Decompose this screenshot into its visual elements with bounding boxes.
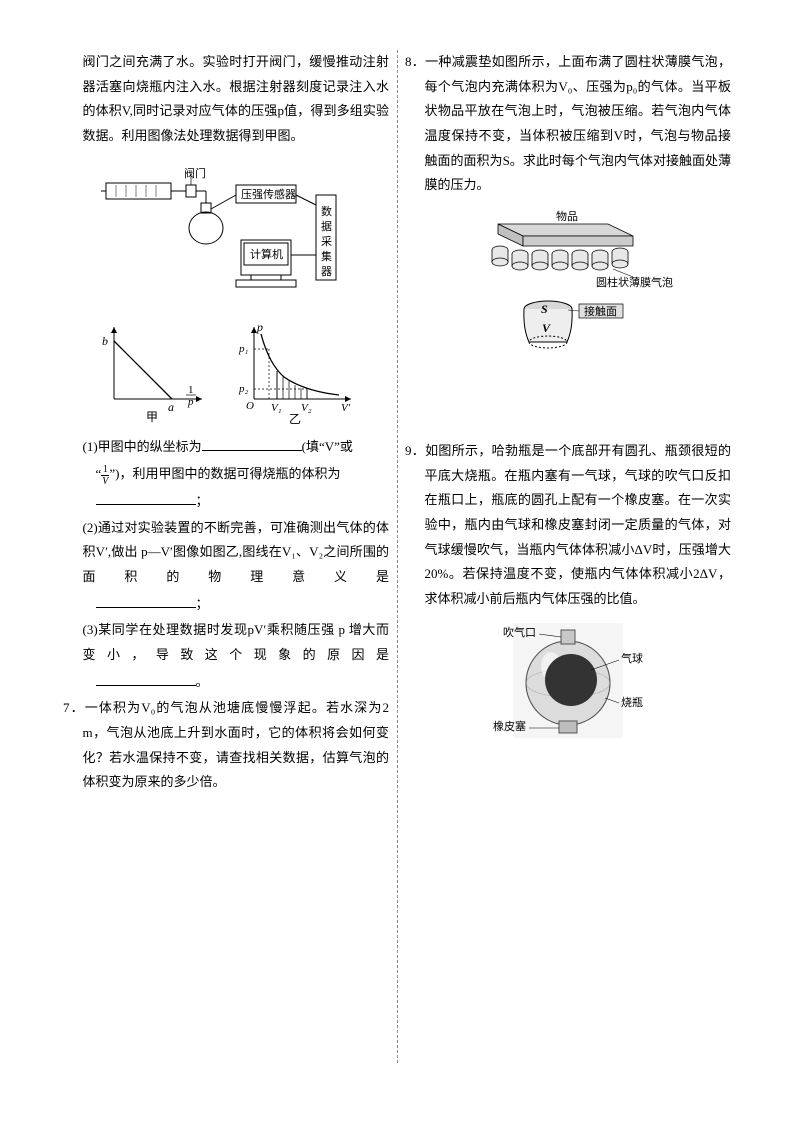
q6-p1-b: (填“V”或	[302, 439, 353, 454]
svg-text:p₂: p₂	[238, 383, 249, 395]
collector-label-2: 据	[321, 219, 332, 233]
q6-p2-b: ；	[196, 596, 209, 611]
right-column: 8．一种减震垫如图所示，上面布满了圆柱状薄膜气泡，每个气泡内充满体积为V₀、压强…	[397, 50, 739, 1073]
q6-part1-cont: “1V”)，利用甲图中的数据可得烧瓶的体积为	[63, 462, 389, 487]
q6-p3-b: 。	[196, 674, 209, 689]
svg-text:圆柱状薄膜气泡: 圆柱状薄膜气泡	[596, 275, 673, 289]
blank	[96, 491, 196, 505]
svg-text:p₁: p₁	[238, 343, 249, 355]
collector-label-1: 数	[321, 205, 332, 218]
svg-text:V′: V′	[341, 402, 351, 414]
q6-part2: (2)通过对实验装置的不断完善，可准确测出气体的体积V′,做出 p—V′图像如图…	[63, 516, 389, 590]
q7-text: 7．一体积为V₀的气泡从池塘底慢慢浮起。若水深为2 m，气泡从池底上升到水面时，…	[63, 696, 389, 795]
left-column: 阀门之间充满了水。实验时打开阀门，缓慢推动注射器活塞向烧瓶内注入水。根据注射器刻…	[55, 50, 397, 1073]
q6-p3-a: (3)某同学在处理数据时发现pV′乘积随压强 p 增大而变小，导致这个现象的原因…	[83, 622, 390, 662]
sensor-label: 压强传感器	[241, 188, 296, 201]
svg-text:p: p	[187, 396, 194, 408]
q9-text: 9．如图所示，哈勃瓶是一个底部开有圆孔、瓶颈很短的平底大烧瓶。在瓶内塞有一气球，…	[405, 439, 731, 612]
blank	[96, 671, 196, 685]
svg-text:b: b	[102, 334, 108, 348]
q6-part1-blank: ；	[63, 489, 389, 514]
column-divider	[397, 50, 398, 1063]
svg-text:物品: 物品	[556, 209, 578, 223]
valve-label: 阀门	[184, 166, 206, 180]
svg-text:接触面: 接触面	[584, 304, 617, 318]
q6-p1-a: (1)甲图中的纵坐标为	[83, 439, 202, 454]
svg-text:橡皮塞: 橡皮塞	[493, 719, 526, 733]
q9-figure: 吹气口 气球 烧瓶 橡皮塞	[405, 618, 731, 757]
q6-part3: (3)某同学在处理数据时发现pV′乘积随压强 p 增大而变小，导致这个现象的原因…	[63, 618, 389, 667]
svg-text:a: a	[168, 400, 174, 414]
svg-text:乙: 乙	[289, 412, 301, 426]
svg-text:S: S	[541, 302, 548, 316]
spacer	[405, 379, 731, 439]
computer-label: 计算机	[250, 247, 283, 261]
q6-part2-blank: ；	[63, 592, 389, 617]
q6-part3-blank: 。	[63, 670, 389, 695]
collector-label-5: 器	[321, 265, 332, 278]
svg-text:V: V	[542, 321, 551, 335]
q6-p1-d: ”)，利用甲图中的数据可得烧瓶的体积为	[109, 466, 340, 481]
collector-label-4: 集	[321, 249, 332, 263]
q6-graphs: b a 1 p 甲 p p₁	[63, 319, 389, 429]
graph-yi: p p₁ p₂ O V₁ V₂ V′ 乙	[229, 319, 359, 429]
svg-text:甲: 甲	[146, 410, 158, 424]
svg-text:V₁: V₁	[271, 402, 282, 414]
svg-text:气球: 气球	[621, 651, 643, 665]
q8-figure: 物品 圆柱状薄膜气泡 S V 接触面	[405, 204, 731, 373]
q8-text: 8．一种减震垫如图所示，上面布满了圆柱状薄膜气泡，每个气泡内充满体积为V₀、压强…	[405, 50, 731, 198]
q6-part1: (1)甲图中的纵坐标为 (填“V”或	[63, 435, 389, 460]
svg-text:1: 1	[188, 384, 194, 396]
svg-text:V₂: V₂	[301, 402, 312, 414]
blank	[96, 593, 196, 607]
q6-apparatus-figure: 阀门 压强传感器 数 据 采 集 器 计算机	[63, 155, 389, 314]
q6-intro: 阀门之间充满了水。实验时打开阀门，缓慢推动注射器活塞向烧瓶内注入水。根据注射器刻…	[63, 50, 389, 149]
svg-text:烧瓶: 烧瓶	[621, 695, 643, 709]
q6-p2-a: (2)通过对实验装置的不断完善，可准确测出气体的体积V′,做出 p—V′图像如图…	[83, 520, 390, 584]
q6-p1-e: ；	[196, 493, 209, 508]
svg-text:吹气口: 吹气口	[503, 625, 536, 639]
svg-text:p: p	[256, 320, 263, 334]
blank	[202, 437, 302, 451]
collector-label-3: 采	[321, 235, 332, 248]
svg-text:O: O	[246, 400, 254, 412]
graph-jia: b a 1 p 甲	[94, 319, 209, 429]
